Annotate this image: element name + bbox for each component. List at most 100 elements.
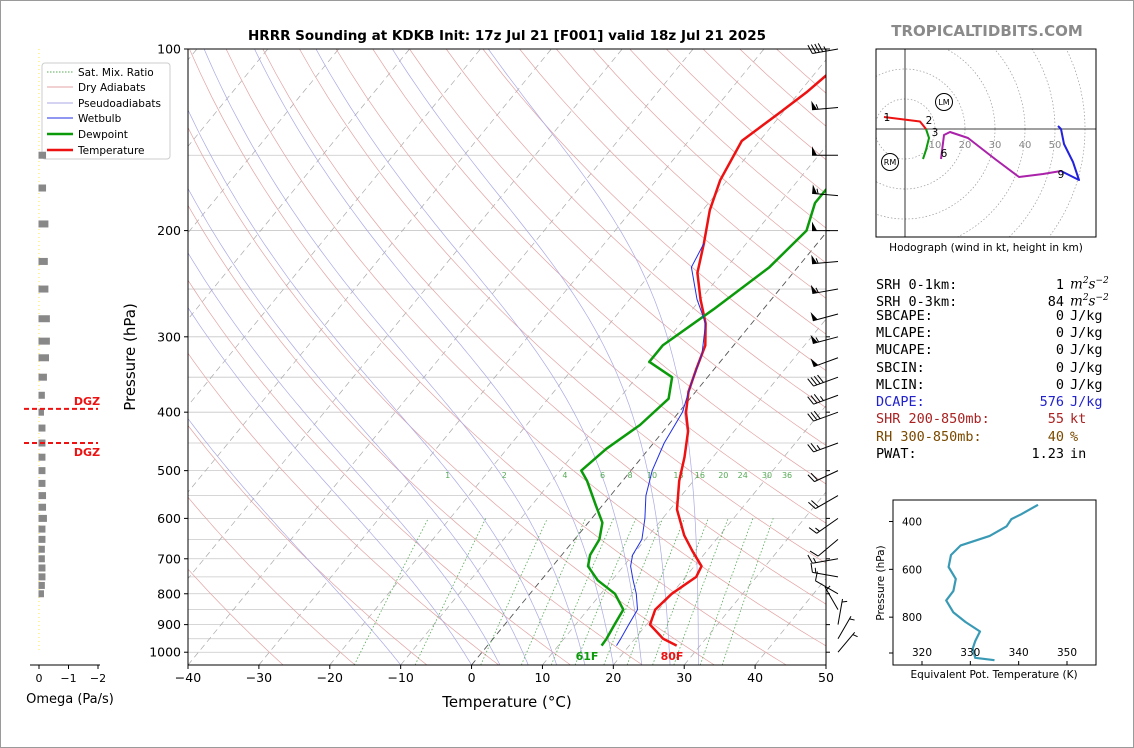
wind-barb-half <box>815 527 820 532</box>
omega-bar <box>38 555 45 563</box>
dry-adiabat-line <box>299 49 826 564</box>
theta-e-x-tick-label: 340 <box>1009 647 1029 659</box>
dry-adiabat-line <box>445 49 826 409</box>
mix-ratio-label: 20 <box>718 471 728 480</box>
stat-row: MLCAPE: 0 J/kg <box>876 325 1103 342</box>
wind-barb <box>808 517 839 534</box>
moist-adiabat-line <box>188 187 529 665</box>
site-watermark: TROPICALTIDBITS.COM <box>891 22 1083 40</box>
omega-tick-label: −2 <box>90 672 106 685</box>
wind-barb-flag <box>811 100 818 110</box>
dry-adiabat-line <box>262 49 826 605</box>
omega-bar <box>38 545 45 553</box>
wind-barb <box>810 284 839 295</box>
isotherm-line <box>471 232 826 665</box>
hodograph-ring-label: 30 <box>989 140 1002 151</box>
hodograph-ring-label: 20 <box>959 140 972 151</box>
theta-e-panel: 320 330 340 350 400 600 800 <box>889 503 1077 665</box>
wind-barb-half <box>814 567 817 574</box>
wind-barb-full <box>817 374 824 383</box>
wind-barb-shaft <box>813 376 839 387</box>
moist-adiabat-line <box>188 418 401 665</box>
stat-label: SRH 0-3km: <box>876 293 958 310</box>
y-tick-label: 600 <box>157 511 181 526</box>
mix-ratio-label: 1 <box>445 471 450 480</box>
x-tick-label: 10 <box>534 670 550 685</box>
wind-barb-full <box>808 501 816 509</box>
x-tick-label: −40 <box>175 670 201 685</box>
wind-barb-half <box>815 287 819 293</box>
mix-ratio-label: 30 <box>762 471 772 480</box>
moist-adiabat-line <box>188 109 557 665</box>
wind-barb <box>814 571 839 595</box>
dry-adiabat-line <box>519 49 826 335</box>
wind-barb-flag <box>811 254 818 264</box>
moist-adiabat-line <box>315 49 643 665</box>
dry-adiabat-line <box>188 204 643 665</box>
wind-barb <box>811 100 839 111</box>
wind-barb <box>812 221 838 232</box>
omega-bar <box>38 220 49 228</box>
skewt-axes: −40 −30 −20 −10 0 10 20 30 40 50 100 200 300 400 500 60… <box>149 42 834 686</box>
omega-bar <box>38 408 44 416</box>
wind-barb-half <box>816 445 821 450</box>
stat-unit: J/kg <box>1070 376 1103 393</box>
wind-barb <box>810 357 839 368</box>
omega-bar <box>38 184 47 192</box>
theta-e-x-tick-label: 350 <box>1057 647 1077 659</box>
series-line-wetbulb <box>616 243 707 646</box>
stat-row: SBCIN: 0 J/kg <box>876 360 1103 377</box>
surface-dewpoint-label: 61F <box>576 650 599 663</box>
theta-e-x-tick-label: 330 <box>960 647 980 659</box>
surface-temp-label: 80F <box>661 650 684 663</box>
dry-adiabat-line <box>372 49 826 485</box>
wind-barb-half <box>813 557 817 563</box>
omega-bar <box>38 453 46 461</box>
dry-adiabat-line <box>189 49 787 665</box>
omega-bar <box>38 424 46 432</box>
wind-barb-shaft <box>837 598 844 625</box>
mix-ratio-label: 10 <box>647 471 657 480</box>
x-tick-label: −20 <box>317 670 343 685</box>
wind-barb-half <box>816 188 819 194</box>
mix-ratio-line <box>574 518 637 665</box>
isotherm-line <box>188 49 623 580</box>
stat-row: PWAT: 1.23 in <box>876 446 1086 463</box>
hodograph-motion-label: RM <box>884 158 897 167</box>
stat-value: 40 <box>1047 428 1064 445</box>
wind-barb-full <box>809 550 819 557</box>
wind-barb-flag <box>812 146 817 156</box>
mix-ratio-line <box>673 518 729 665</box>
omega-bar <box>38 581 45 589</box>
mix-ratio-line <box>480 518 548 665</box>
wind-barb-flag <box>812 184 818 194</box>
y-tick-label: 300 <box>157 329 181 344</box>
hodograph-height-label: 6 <box>941 148 948 160</box>
stat-unit: J/kg <box>1070 342 1103 359</box>
stat-unit: J/kg <box>1070 324 1103 341</box>
stat-label: MLCAPE: <box>876 324 933 341</box>
wind-barb-full <box>807 44 813 54</box>
y-tick-label: 500 <box>157 463 181 478</box>
stat-value: 1 <box>1055 276 1064 293</box>
hodograph-title: Hodograph (wind in kt, height in km) <box>889 242 1083 254</box>
hodograph-height-label: 1 <box>884 112 891 124</box>
stat-unit: J/kg <box>1070 394 1103 411</box>
chart-title: HRRR Sounding at KDKB Init: 17z Jul 21 [… <box>248 28 766 44</box>
wind-barb-full <box>810 395 818 404</box>
omega-bar <box>38 479 46 487</box>
theta-e-y-tick-label: 600 <box>902 564 922 576</box>
stat-label: MLCIN: <box>876 376 925 393</box>
moist-adiabat-line <box>254 49 614 665</box>
stat-value: 0 <box>1055 324 1064 341</box>
hodograph-height-label: 9 <box>1058 169 1065 181</box>
omega-bar <box>38 337 50 345</box>
dry-adiabat-line <box>188 279 571 665</box>
wind-barb-full <box>807 378 814 387</box>
stat-value: 0 <box>1055 342 1064 359</box>
isotherm-line <box>188 49 552 493</box>
wind-barb <box>812 184 839 197</box>
y-tick-label: 100 <box>157 42 181 57</box>
stat-label: SHR 200-850mb: <box>876 411 990 428</box>
